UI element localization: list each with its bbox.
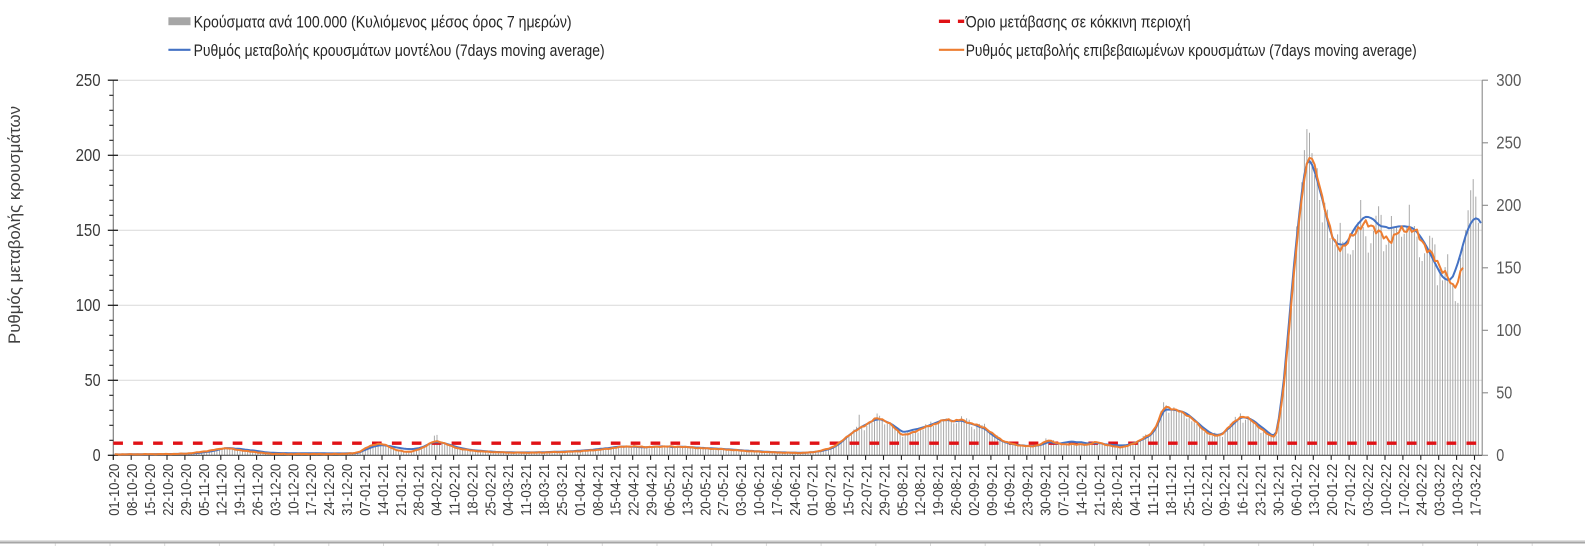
svg-text:200: 200	[76, 145, 101, 165]
svg-text:10-12-20: 10-12-20	[286, 464, 302, 516]
svg-text:03-12-20: 03-12-20	[268, 464, 284, 516]
svg-text:31-12-20: 31-12-20	[340, 464, 356, 516]
svg-text:15-07-21: 15-07-21	[842, 464, 858, 516]
svg-text:10-06-21: 10-06-21	[752, 464, 768, 516]
svg-text:29-04-21: 29-04-21	[645, 464, 661, 516]
svg-text:150: 150	[1496, 258, 1521, 278]
svg-text:100: 100	[1496, 320, 1521, 340]
svg-text:03-02-22: 03-02-22	[1361, 464, 1377, 516]
svg-text:100: 100	[76, 295, 101, 315]
svg-text:20-01-22: 20-01-22	[1325, 464, 1341, 516]
svg-text:07-01-21: 07-01-21	[358, 464, 374, 516]
svg-text:21-01-21: 21-01-21	[394, 464, 410, 516]
svg-text:13-01-22: 13-01-22	[1307, 464, 1323, 516]
svg-text:25-11-21: 25-11-21	[1182, 464, 1198, 516]
svg-text:10-02-22: 10-02-22	[1379, 464, 1395, 516]
svg-text:17-06-21: 17-06-21	[770, 464, 786, 516]
svg-text:28-10-21: 28-10-21	[1110, 464, 1126, 516]
svg-text:19-11-20: 19-11-20	[233, 464, 249, 516]
svg-text:0: 0	[93, 445, 101, 465]
svg-text:22-10-20: 22-10-20	[161, 464, 177, 516]
svg-text:Ρυθμός μεταβολής επιβεβαιωμένω: Ρυθμός μεταβολής επιβεβαιωμένων κρουσμάτ…	[966, 42, 1417, 60]
svg-text:01-04-21: 01-04-21	[573, 464, 589, 516]
svg-text:22-04-21: 22-04-21	[627, 464, 643, 516]
svg-text:03-06-21: 03-06-21	[734, 464, 750, 516]
svg-text:0: 0	[1496, 445, 1504, 465]
svg-text:14-01-21: 14-01-21	[376, 464, 392, 516]
svg-text:Όριο μετάβασης σε κόκκινη περι: Όριο μετάβασης σε κόκκινη περιοχή	[965, 14, 1191, 32]
svg-text:22-07-21: 22-07-21	[860, 464, 876, 516]
svg-text:24-12-20: 24-12-20	[322, 464, 338, 516]
svg-text:17-12-20: 17-12-20	[304, 464, 320, 516]
svg-text:12-08-21: 12-08-21	[913, 464, 929, 516]
svg-text:15-04-21: 15-04-21	[609, 464, 625, 516]
svg-text:16-09-21: 16-09-21	[1003, 464, 1019, 516]
svg-text:17-03-22: 17-03-22	[1468, 464, 1484, 516]
svg-text:30-09-21: 30-09-21	[1039, 464, 1055, 516]
svg-text:Ρυθμός μεταβολής κρουσμάτων: Ρυθμός μεταβολής κρουσμάτων	[5, 106, 24, 344]
svg-text:11-11-21: 11-11-21	[1146, 464, 1162, 516]
svg-text:150: 150	[76, 220, 101, 240]
svg-text:02-09-21: 02-09-21	[967, 464, 983, 516]
svg-text:Κρούσματα ανά 100.000 (Κυλιόμε: Κρούσματα ανά 100.000 (Κυλιόμενος μέσος …	[194, 14, 572, 32]
svg-text:10-03-22: 10-03-22	[1451, 464, 1467, 516]
svg-text:24-06-21: 24-06-21	[788, 464, 804, 516]
svg-text:05-08-21: 05-08-21	[895, 464, 911, 516]
svg-text:28-01-21: 28-01-21	[412, 464, 428, 516]
svg-text:04-11-21: 04-11-21	[1128, 464, 1144, 516]
svg-text:08-04-21: 08-04-21	[591, 464, 607, 516]
svg-text:18-03-21: 18-03-21	[537, 464, 553, 516]
svg-text:26-08-21: 26-08-21	[949, 464, 965, 516]
svg-text:18-11-21: 18-11-21	[1164, 464, 1180, 516]
svg-text:04-03-21: 04-03-21	[501, 464, 517, 516]
svg-text:23-12-21: 23-12-21	[1254, 464, 1270, 516]
svg-text:30-12-21: 30-12-21	[1271, 464, 1287, 516]
svg-text:21-10-21: 21-10-21	[1092, 464, 1108, 516]
svg-text:09-12-21: 09-12-21	[1218, 464, 1234, 516]
svg-text:16-12-21: 16-12-21	[1236, 464, 1252, 516]
svg-text:23-09-21: 23-09-21	[1021, 464, 1037, 516]
svg-text:20-05-21: 20-05-21	[698, 464, 714, 516]
svg-text:18-02-21: 18-02-21	[465, 464, 481, 516]
svg-text:01-07-21: 01-07-21	[806, 464, 822, 516]
svg-text:26-11-20: 26-11-20	[251, 464, 267, 516]
svg-text:300: 300	[1496, 70, 1521, 90]
svg-text:06-05-21: 06-05-21	[662, 464, 678, 516]
svg-text:250: 250	[76, 70, 101, 90]
svg-text:29-07-21: 29-07-21	[877, 464, 893, 516]
svg-text:27-01-22: 27-01-22	[1343, 464, 1359, 516]
svg-text:14-10-21: 14-10-21	[1074, 464, 1090, 516]
svg-text:09-09-21: 09-09-21	[985, 464, 1001, 516]
svg-text:13-05-21: 13-05-21	[680, 464, 696, 516]
svg-text:04-02-21: 04-02-21	[430, 464, 446, 516]
svg-text:01-10-20: 01-10-20	[107, 464, 123, 516]
svg-text:25-02-21: 25-02-21	[483, 464, 499, 516]
svg-text:11-03-21: 11-03-21	[519, 464, 535, 516]
svg-text:15-10-20: 15-10-20	[143, 464, 159, 516]
svg-text:19-08-21: 19-08-21	[931, 464, 947, 516]
svg-text:50: 50	[1496, 383, 1512, 403]
svg-text:08-07-21: 08-07-21	[824, 464, 840, 516]
svg-text:06-01-22: 06-01-22	[1289, 464, 1305, 516]
svg-text:250: 250	[1496, 133, 1521, 153]
svg-text:03-03-22: 03-03-22	[1433, 464, 1449, 516]
svg-text:25-03-21: 25-03-21	[555, 464, 571, 516]
svg-text:08-10-20: 08-10-20	[125, 464, 141, 516]
svg-text:200: 200	[1496, 195, 1521, 215]
svg-text:17-02-22: 17-02-22	[1397, 464, 1413, 516]
svg-text:29-10-20: 29-10-20	[179, 464, 195, 516]
svg-text:12-11-20: 12-11-20	[215, 464, 231, 516]
svg-text:50: 50	[85, 370, 101, 390]
svg-text:11-02-21: 11-02-21	[448, 464, 464, 516]
svg-text:02-12-21: 02-12-21	[1200, 464, 1216, 516]
svg-text:27-05-21: 27-05-21	[716, 464, 732, 516]
svg-text:Ρυθμός μεταβολής κρουσμάτων μο: Ρυθμός μεταβολής κρουσμάτων μοντέλου (7d…	[194, 42, 605, 60]
svg-text:07-10-21: 07-10-21	[1057, 464, 1073, 516]
svg-text:24-02-22: 24-02-22	[1415, 464, 1431, 516]
svg-text:05-11-20: 05-11-20	[197, 464, 213, 516]
